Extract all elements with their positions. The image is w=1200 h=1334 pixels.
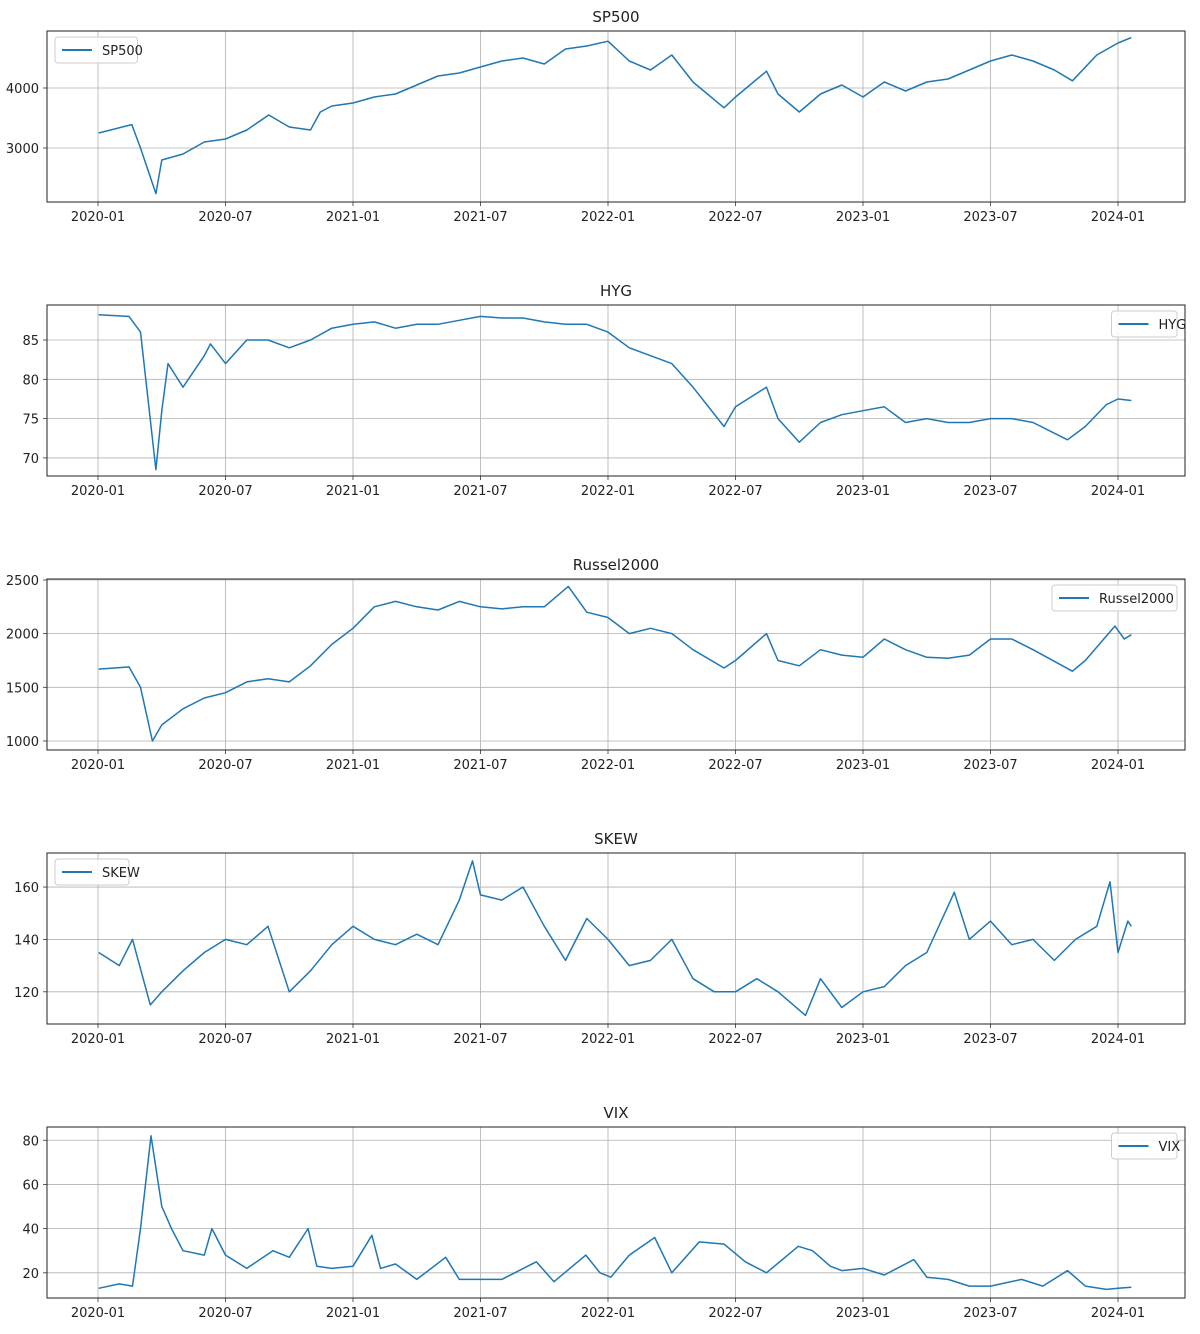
legend: Russel2000 — [1051, 584, 1178, 612]
x-tick-label: 2023-01 — [836, 1306, 890, 1321]
legend-label: SP500 — [102, 44, 143, 59]
chart-title: SKEW — [594, 830, 638, 848]
series-line-skew — [98, 860, 1132, 1017]
x-tick-label: 2024-01 — [1091, 210, 1145, 225]
x-tick-label: 2022-07 — [708, 1032, 762, 1047]
x-tick-label: 2023-07 — [963, 1032, 1017, 1047]
y-tick-label: 2500 — [6, 574, 39, 589]
y-tick-label: 1000 — [6, 735, 39, 750]
x-tick-label: 2022-07 — [708, 210, 762, 225]
x-tick-label: 2022-01 — [581, 758, 635, 773]
x-tick-label: 2022-07 — [708, 484, 762, 499]
y-tick-label: 160 — [14, 881, 39, 896]
y-tick-label: 80 — [22, 1134, 39, 1149]
x-tick-label: 2020-01 — [71, 1306, 125, 1321]
chart-title: HYG — [600, 282, 632, 300]
series-line-vix — [98, 1135, 1132, 1291]
legend-label: VIX — [1159, 1140, 1181, 1155]
x-tick-label: 2022-01 — [581, 1306, 635, 1321]
x-tick-label: 2023-07 — [963, 484, 1017, 499]
x-tick-label: 2022-01 — [581, 484, 635, 499]
axes-frame — [46, 852, 1186, 1025]
y-tick-label: 60 — [22, 1178, 39, 1193]
y-tick-label: 40 — [22, 1223, 39, 1238]
legend-label: HYG — [1159, 318, 1187, 333]
legend: SP500 — [54, 36, 143, 64]
y-tick-label: 75 — [22, 413, 39, 428]
y-tick-label: 1500 — [6, 681, 39, 696]
x-tick-label: 2020-07 — [198, 1306, 252, 1321]
series-line-hyg — [98, 314, 1132, 471]
x-tick-label: 2020-07 — [198, 210, 252, 225]
x-tick-label: 2021-07 — [453, 210, 507, 225]
x-tick-label: 2020-01 — [71, 1032, 125, 1047]
chart-title: SP500 — [592, 8, 639, 26]
x-tick-label: 2021-01 — [326, 1032, 380, 1047]
x-tick-label: 2023-01 — [836, 210, 890, 225]
y-tick-label: 120 — [14, 986, 39, 1001]
y-tick-label: 70 — [22, 452, 39, 467]
subplot-sp500: SP500 2020-01 2020-07 2021-01 2021-07 2022-01… — [6, 8, 1186, 225]
legend-box — [54, 36, 138, 64]
series-line-sp500 — [98, 36, 1132, 195]
y-tick-label: 4000 — [6, 82, 39, 97]
x-tick-label: 2020-07 — [198, 484, 252, 499]
x-tick-label: 2022-01 — [581, 210, 635, 225]
legend-label: SKEW — [102, 866, 140, 881]
x-tick-label: 2023-01 — [836, 758, 890, 773]
y-tick-label: 140 — [14, 933, 39, 948]
x-tick-label: 2022-07 — [708, 1306, 762, 1321]
x-tick-label: 2022-07 — [708, 758, 762, 773]
x-tick-label: 2024-01 — [1091, 1032, 1145, 1047]
x-tick-label: 2021-01 — [326, 758, 380, 773]
x-tick-label: 2022-01 — [581, 1032, 635, 1047]
x-tick-label: 2020-07 — [198, 1032, 252, 1047]
axes-frame — [46, 1126, 1186, 1299]
x-tick-label: 2020-01 — [71, 758, 125, 773]
y-tick-label: 2000 — [6, 628, 39, 643]
x-tick-label: 2021-01 — [326, 210, 380, 225]
chart-title: VIX — [604, 1104, 629, 1122]
x-tick-label: 2021-01 — [326, 1306, 380, 1321]
x-tick-label: 2024-01 — [1091, 484, 1145, 499]
y-tick-label: 80 — [22, 373, 39, 388]
x-tick-label: 2021-07 — [453, 758, 507, 773]
legend-label: Russel2000 — [1099, 592, 1174, 607]
subplot-russel2000: Russel2000 2020-01 2020-07 2021-01 2021-07 20… — [6, 556, 1186, 773]
subplot-skew: SKEW 2020-01 2020-07 2021-01 2021-07 2022-01 2… — [14, 830, 1186, 1047]
series-line-russel2000 — [98, 585, 1132, 742]
x-tick-label: 2023-01 — [836, 484, 890, 499]
legend-box — [1051, 584, 1178, 612]
axes-frame — [46, 30, 1186, 203]
subplot-hyg: HYG 2020-01 2020-07 2021-01 2021-07 2022-01 20… — [22, 282, 1186, 499]
x-tick-label: 2021-01 — [326, 484, 380, 499]
axes-frame — [46, 304, 1186, 477]
x-tick-label: 2024-01 — [1091, 758, 1145, 773]
chart-title: Russel2000 — [573, 556, 659, 574]
x-tick-label: 2023-07 — [963, 1306, 1017, 1321]
x-tick-label: 2021-07 — [453, 484, 507, 499]
x-tick-label: 2023-07 — [963, 758, 1017, 773]
x-tick-label: 2020-07 — [198, 758, 252, 773]
x-tick-label: 2024-01 — [1091, 1306, 1145, 1321]
subplot-vix: VIX 2020-01 2020-07 2021-01 2021-07 2022-01 20… — [22, 1104, 1186, 1321]
legend: VIX — [1111, 1132, 1181, 1160]
x-tick-label: 2020-01 — [71, 484, 125, 499]
legend: HYG — [1111, 310, 1187, 338]
y-tick-label: 85 — [22, 334, 39, 349]
x-tick-label: 2023-01 — [836, 1032, 890, 1047]
axes-frame — [46, 578, 1186, 751]
legend: SKEW — [54, 858, 140, 886]
y-tick-label: 20 — [22, 1267, 39, 1282]
x-tick-label: 2020-01 — [71, 210, 125, 225]
y-tick-label: 3000 — [6, 142, 39, 157]
x-tick-label: 2023-07 — [963, 210, 1017, 225]
x-tick-label: 2021-07 — [453, 1032, 507, 1047]
x-tick-label: 2021-07 — [453, 1306, 507, 1321]
